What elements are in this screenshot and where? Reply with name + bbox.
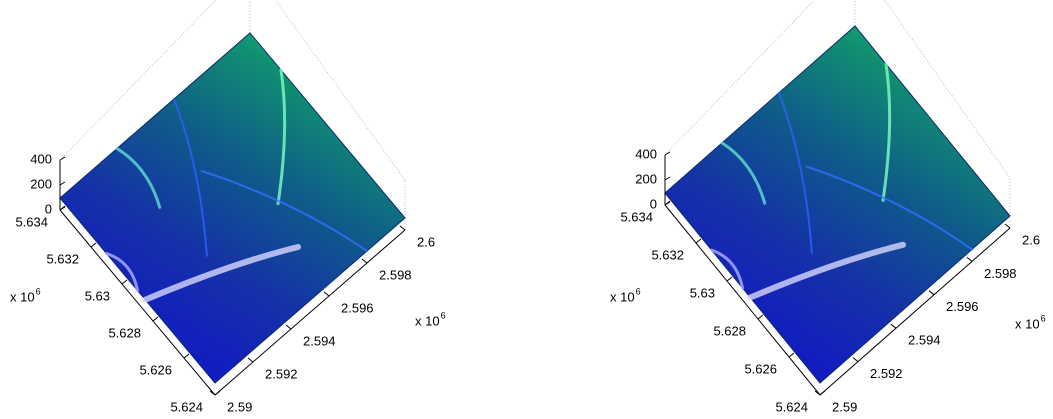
y-tick-label: 5.63: [85, 288, 110, 303]
axis-multiplier-exponent: 6: [36, 286, 41, 296]
y-tick: [758, 315, 763, 319]
x-tick: [324, 292, 329, 296]
y-tick: [696, 239, 701, 243]
x-tick-label: 2.598: [379, 267, 412, 282]
x-tick-label: 2.6: [417, 234, 435, 249]
y-tick: [215, 391, 220, 395]
x-tick: [248, 358, 253, 362]
y-tick: [122, 280, 127, 284]
x-tick: [891, 324, 896, 328]
axis-multiplier-exponent: 6: [1041, 313, 1046, 323]
y-tick: [91, 243, 96, 247]
y-tick-label: 5.632: [46, 251, 79, 266]
y-tick-label: 5.634: [620, 209, 653, 224]
y-tick: [727, 277, 732, 281]
x-tick-label: 2.592: [870, 366, 903, 381]
y-tick-label: 5.626: [744, 361, 777, 376]
y-tick-label: 5.632: [651, 247, 684, 262]
axis-multiplier: x 10: [1015, 316, 1040, 331]
axis-multiplier: x 10: [10, 289, 35, 304]
y-tick: [820, 391, 825, 395]
figure: 5.624 5.626 5.628 5.63 5.632 5.634 2.59 2.592 2.…: [0, 0, 1053, 419]
z-tick-label: 400: [635, 146, 657, 161]
x-tick-label: 2.59: [832, 399, 857, 414]
y-tick-label: 5.624: [775, 399, 808, 414]
y-tick: [789, 353, 794, 357]
x-tick: [1005, 224, 1010, 228]
x-tick: [929, 291, 934, 295]
z-tick-label: 0: [650, 196, 657, 211]
y-tick-label: 5.628: [713, 323, 746, 338]
axis-multiplier: x 10: [415, 313, 440, 328]
y-tick-label: 5.628: [108, 325, 141, 340]
x-tick-label: 2.596: [946, 299, 979, 314]
z-tick: [665, 177, 670, 180]
x-tick: [286, 325, 291, 329]
z-tick-label: 200: [635, 171, 657, 186]
y-tick: [184, 354, 189, 358]
x-tick: [362, 259, 367, 263]
x-tick-label: 2.594: [908, 333, 941, 348]
y-tick-label: 5.626: [139, 362, 172, 377]
x-tick-label: 2.6: [1022, 232, 1040, 247]
z-tick: [60, 182, 65, 185]
x-tick-label: 2.596: [341, 300, 374, 315]
z-tick-label: 200: [30, 176, 52, 191]
y-tick-label: 5.624: [170, 399, 203, 414]
y-tick: [153, 317, 158, 321]
axis-multiplier-exponent: 6: [441, 310, 446, 320]
x-tick-label: 2.592: [265, 366, 298, 381]
axis-multiplier-exponent: 6: [636, 286, 641, 296]
x-tick-label: 2.594: [303, 333, 336, 348]
z-tick-label: 400: [30, 151, 52, 166]
x-tick: [400, 226, 405, 230]
x-tick: [967, 257, 972, 261]
axis-multiplier: x 10: [610, 289, 635, 304]
y-tick-label: 5.634: [15, 214, 48, 229]
x-tick: [853, 358, 858, 362]
z-tick-label: 0: [45, 201, 52, 216]
x-tick-label: 2.598: [984, 266, 1017, 281]
y-tick-label: 5.63: [690, 285, 715, 300]
x-tick-label: 2.59: [227, 399, 252, 414]
